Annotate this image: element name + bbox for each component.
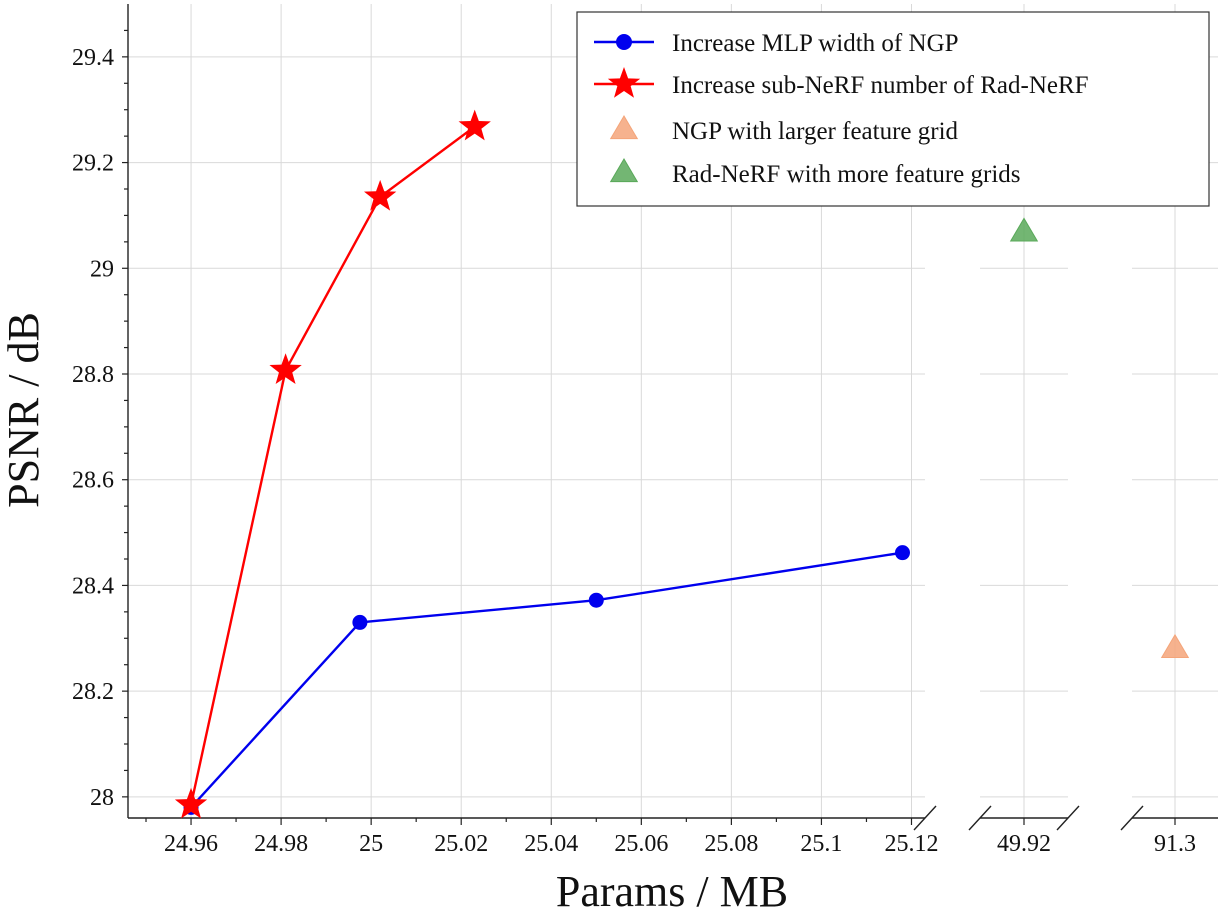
y-tick-label: 29.4	[72, 45, 114, 71]
y-axis-title: PSNR / dB	[0, 312, 48, 508]
data-point	[1009, 217, 1039, 242]
legend-entry: Increase MLP width of NGP	[594, 30, 959, 57]
data-point	[458, 109, 491, 141]
axis-break-mark	[1056, 805, 1080, 831]
y-tick-label: 29.2	[72, 151, 114, 177]
x-tick-label: 25	[359, 831, 383, 857]
series-line	[189, 125, 476, 806]
axis-break-mark	[968, 805, 992, 831]
legend-marker	[607, 67, 641, 98]
series-layer	[174, 109, 1190, 819]
x-tick-label: 49.92	[997, 831, 1051, 857]
x-tick-label: 24.98	[254, 831, 308, 857]
x-tick-label: 25.04	[524, 831, 578, 857]
data-point	[269, 353, 302, 385]
series-1	[174, 109, 491, 819]
data-point	[894, 545, 910, 561]
y-tick-label: 28.2	[72, 679, 114, 705]
x-tick-label: 25.12	[884, 831, 938, 857]
data-point	[174, 787, 208, 819]
x-tick-label: 91.3	[1154, 831, 1196, 857]
legend-label: Rad-NeRF with more feature grids	[672, 161, 1021, 188]
series-line	[190, 551, 903, 809]
series-2	[1160, 633, 1190, 659]
legend-label: NGP with larger feature grid	[672, 118, 959, 145]
x-tick-label: 24.96	[164, 831, 218, 857]
legend: Increase MLP width of NGP Increase sub-Ne…	[576, 11, 1210, 207]
legend-marker	[609, 115, 639, 140]
legend-entry: Rad-NeRF with more feature grids	[609, 158, 1021, 188]
axis-break-mark	[913, 805, 937, 831]
x-tick-label: 25.06	[614, 831, 668, 857]
data-point	[1160, 633, 1190, 659]
data-point	[588, 592, 604, 608]
x-tick-label: 25.08	[704, 831, 758, 857]
data-point	[352, 614, 368, 630]
x-tick-label: 25.1	[800, 831, 842, 857]
legend-entry: Increase sub-NeRF number of Rad-NeRF	[594, 67, 1089, 99]
legend-box	[576, 11, 1210, 207]
series-3	[1009, 217, 1039, 242]
x-tick-label: 25.02	[434, 831, 488, 857]
y-tick-label: 28.6	[72, 468, 114, 494]
tick-labels: 28 28.2 28.4 28.6 28.8 29 29.2 29.4 24.96 24.98 25…	[72, 45, 1196, 857]
legend-marker	[616, 34, 632, 50]
legend-marker	[609, 158, 639, 183]
axis-break-mark	[1120, 805, 1144, 831]
data-point	[363, 179, 397, 211]
y-tick-label: 28.8	[72, 362, 114, 388]
legend-label: Increase MLP width of NGP	[672, 30, 959, 57]
axes	[122, 4, 1218, 831]
y-tick-label: 29	[90, 256, 114, 282]
legend-entry: NGP with larger feature grid	[609, 115, 959, 145]
y-tick-label: 28.4	[72, 573, 114, 599]
y-tick-label: 28	[90, 785, 114, 811]
legend-label: Increase sub-NeRF number of Rad-NeRF	[672, 72, 1089, 99]
x-axis-title: Params / MB	[556, 867, 788, 916]
